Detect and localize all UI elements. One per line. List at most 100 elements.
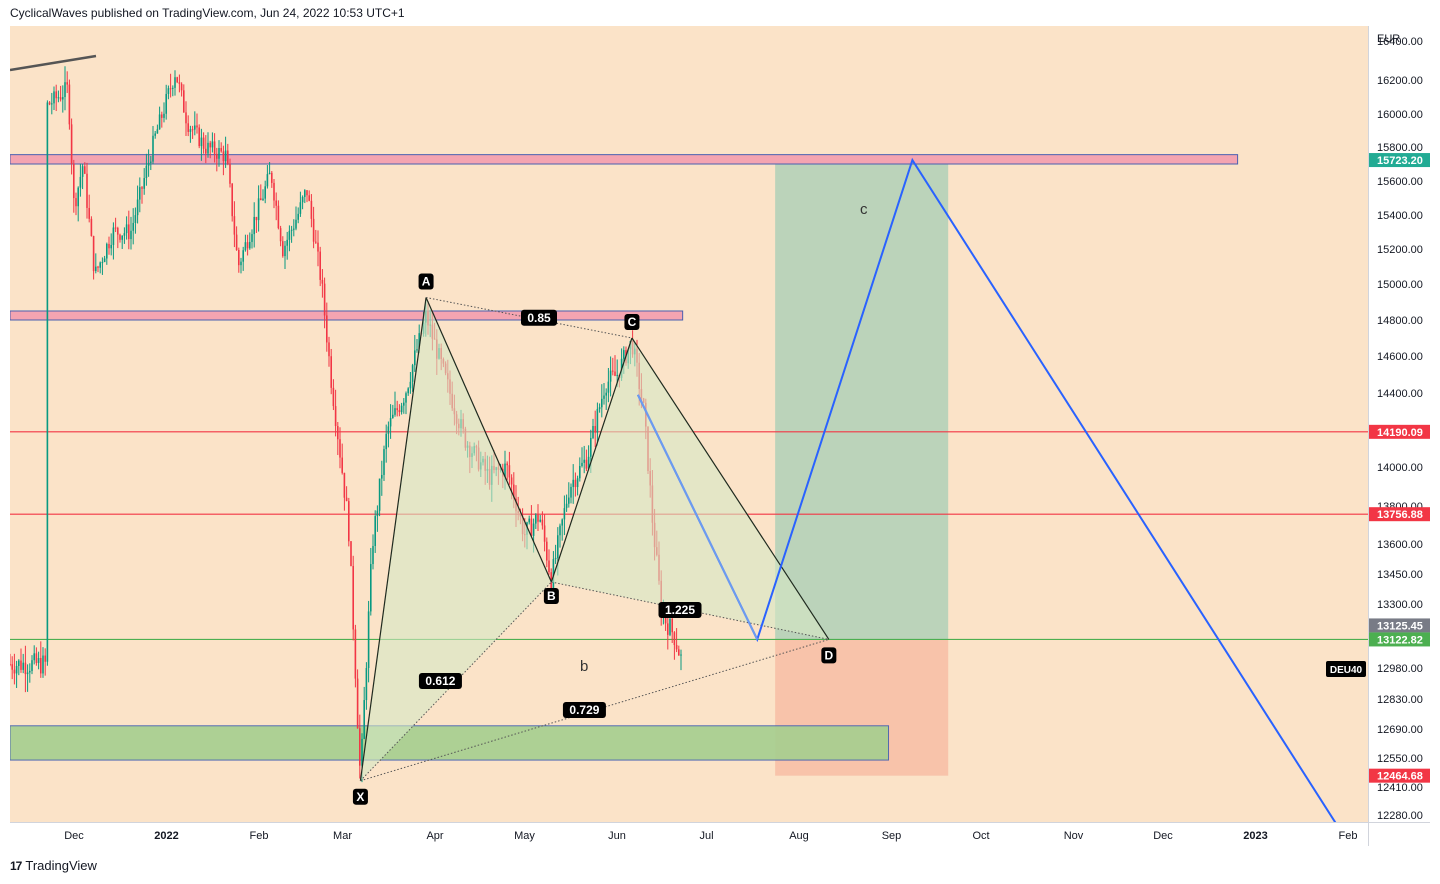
candle-body: [587, 456, 590, 469]
candle-body: [134, 215, 137, 223]
tradingview-footer[interactable]: 17 TradingView: [10, 858, 97, 873]
ratio-label-xb: 0.612: [418, 673, 462, 689]
time-tick-label: Feb: [1339, 830, 1358, 842]
candle-body: [319, 251, 321, 280]
candle-body: [70, 124, 73, 164]
candle-body: [576, 478, 579, 488]
candle-body: [363, 700, 365, 739]
pattern-triangle-bcd[interactable]: [551, 338, 829, 640]
candle-body: [381, 474, 383, 479]
candle-body: [548, 560, 550, 573]
candle-body: [229, 163, 231, 184]
price-marker-text: 13756.88: [1377, 509, 1423, 521]
support-zone[interactable]: [10, 725, 890, 761]
candle-body: [117, 227, 119, 235]
candle-body: [297, 213, 299, 220]
candle-body: [418, 333, 420, 350]
price-tick-label: 12410.00: [1377, 782, 1423, 794]
candle-body: [167, 88, 170, 94]
candle-body: [106, 243, 108, 259]
wave-label-b: b: [580, 658, 588, 675]
price-marker-text: 15723.20: [1377, 155, 1423, 167]
price-marker-bg: [1369, 507, 1430, 522]
price-marker[interactable]: 12464.68: [1369, 768, 1430, 783]
price-axis[interactable]: EUR 16400.00 16200.00 16000.00 15800.00 15600…: [1369, 26, 1430, 822]
price-tick-label: 12690.00: [1377, 724, 1423, 736]
candle-body: [394, 408, 396, 415]
candle-body: [510, 477, 513, 485]
chart-plot-area[interactable]: X A B C D 0.85 0.612 0.729 1.225 b c DEU40: [10, 26, 1368, 822]
point-label-a-text: A: [422, 275, 431, 289]
time-tick-label: Apr: [426, 830, 443, 842]
candle-body: [262, 198, 264, 201]
price-marker[interactable]: 14190.09: [1369, 424, 1430, 439]
candle-body: [95, 266, 97, 272]
pattern-leg[interactable]: [550, 337, 633, 583]
candle-body: [55, 91, 57, 99]
candle-body: [609, 370, 612, 382]
symbol-tag[interactable]: DEU40: [1326, 661, 1366, 677]
pattern-leg[interactable]: [359, 297, 427, 781]
candle-body: [389, 418, 392, 427]
candle-body: [405, 393, 407, 403]
resistance-zone-upper[interactable]: [10, 154, 1239, 165]
candle-body: [667, 623, 669, 635]
candle-body: [174, 77, 176, 88]
candle-body: [317, 242, 319, 252]
price-marker-bg: [1369, 153, 1430, 168]
pattern-ratio-line[interactable]: [360, 638, 829, 782]
price-marker[interactable]: 15723.20: [1369, 153, 1430, 168]
candle-body: [75, 198, 77, 207]
resistance-zone-middle[interactable]: [10, 310, 684, 321]
pattern-triangle-xab[interactable]: [360, 297, 552, 781]
candle-body: [99, 262, 101, 268]
candle-body: [79, 176, 82, 188]
time-tick-label: Jul: [699, 830, 713, 842]
candle-body: [90, 218, 93, 237]
candle-body: [15, 665, 18, 674]
pattern-leg[interactable]: [425, 297, 552, 583]
candle-body: [541, 519, 544, 526]
pattern-leg[interactable]: [631, 337, 830, 640]
candle-body: [387, 426, 390, 434]
price-tick-label: 15600.00: [1377, 176, 1423, 188]
candle-body: [73, 163, 75, 199]
candle-body: [563, 508, 566, 520]
time-axis[interactable]: Dec 2022 Feb Mar Apr May Jun Jul Aug Sep Oct Nov Dec…: [10, 823, 1368, 847]
candle-body: [383, 449, 385, 475]
wave-projection-line[interactable]: [637, 157, 1337, 822]
brand-name: TradingView: [25, 858, 97, 873]
candle-body: [596, 408, 599, 433]
candle-body: [114, 227, 117, 229]
price-marker[interactable]: 13756.88: [1369, 507, 1430, 522]
ratio-label-bd-box: [658, 602, 702, 618]
candle-body: [169, 88, 172, 90]
price-marker-bg: [1369, 768, 1430, 783]
price-tick-label: 16200.00: [1377, 75, 1423, 87]
candle-body: [196, 125, 198, 128]
point-label-b-box: [543, 588, 559, 604]
candle-body: [367, 611, 370, 669]
candle-body: [260, 198, 262, 201]
wave-projection-line-short[interactable]: [637, 394, 759, 640]
candle-body: [158, 114, 161, 130]
candle-body: [29, 670, 31, 673]
candle-body: [108, 243, 110, 249]
price-marker-text: 13122.82: [1377, 634, 1423, 646]
trend-line[interactable]: [10, 54, 97, 72]
publication-header: CyclicalWaves published on TradingView.c…: [10, 6, 405, 20]
price-marker[interactable]: 13122.82: [1369, 632, 1430, 647]
price-marker[interactable]: 13125.45: [1369, 618, 1430, 633]
candle-body: [612, 370, 614, 372]
candle-body: [209, 142, 211, 148]
candle-body: [277, 205, 280, 229]
chart-canvas[interactable]: X A B C D 0.85 0.612 0.729 1.225 b c DEU40: [10, 26, 1368, 822]
price-tick-label: 12550.00: [1377, 753, 1423, 765]
candle-body: [84, 166, 86, 174]
candle-body: [385, 433, 387, 450]
candle-body: [218, 148, 220, 159]
candle-body: [249, 241, 251, 249]
candle-body: [213, 141, 216, 154]
candle-body: [673, 632, 676, 646]
target-zone[interactable]: [775, 160, 949, 640]
